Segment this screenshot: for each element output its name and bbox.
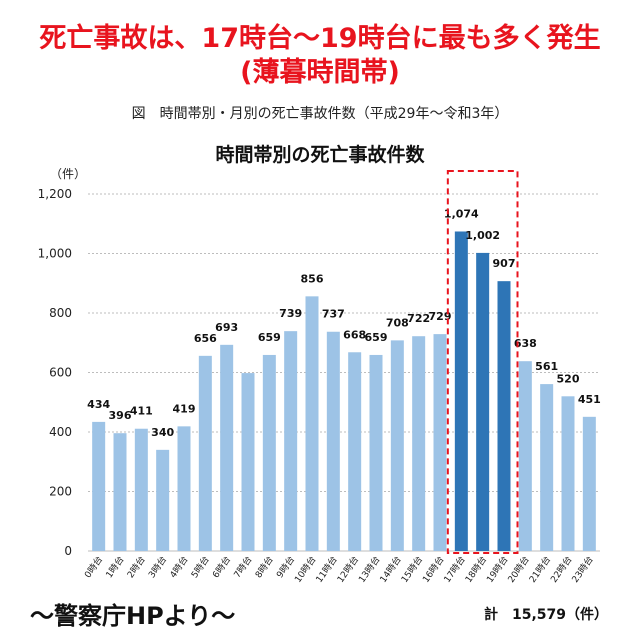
x-tick-label-4: 4時台	[167, 554, 190, 580]
y-tick-label: 200	[49, 485, 72, 499]
value-label-21: 561	[535, 360, 558, 373]
bar-9	[284, 331, 298, 551]
headline-sub: (薄暮時間帯)	[240, 57, 400, 88]
value-label-16: 729	[429, 310, 452, 323]
bar-chart: 時間帯別の死亡事故件数 （件） 02004006008001,0001,200 …	[38, 143, 601, 585]
value-label-6: 693	[215, 321, 238, 334]
bar-17	[454, 231, 468, 552]
figure-caption: 図 時間帯別・月別の死亡事故件数（平成29年～令和3年）	[131, 106, 509, 122]
value-label-18: 1,002	[465, 229, 500, 242]
x-tick-label-7: 7時台	[231, 554, 254, 580]
bar-1	[113, 433, 127, 551]
bar-18	[476, 252, 490, 551]
bar-14	[390, 340, 404, 551]
bar-6	[220, 344, 234, 551]
bar-11	[326, 331, 340, 551]
bar-7	[241, 373, 255, 551]
value-label-10: 856	[301, 272, 324, 285]
bar-4	[177, 426, 191, 551]
x-tick-label-0: 0時台	[82, 554, 105, 580]
highlight-box	[446, 170, 519, 554]
x-tick-label-20: 20時台	[505, 554, 532, 585]
value-label-19: 907	[493, 257, 516, 270]
x-tick-label-11: 11時台	[313, 554, 340, 585]
x-tick-label-18: 18時台	[462, 554, 489, 585]
bar-2	[134, 428, 148, 551]
y-tick-label: 400	[49, 425, 72, 439]
bar-0	[92, 421, 106, 551]
chart-title: 時間帯別の死亡事故件数	[215, 143, 425, 166]
x-axis-labels: 0時台 1時台 2時台 3時台 4時台 5時台 6時台 7時台 8時台 9時台10時台11時台12…	[82, 554, 596, 585]
x-tick-label-14: 14時台	[377, 554, 404, 585]
y-tick-label: 1,000	[38, 247, 72, 261]
value-label-13: 659	[365, 331, 388, 344]
value-label-4: 419	[173, 402, 196, 415]
x-tick-label-8: 8時台	[252, 554, 275, 580]
value-label-9: 739	[279, 307, 302, 320]
value-labels: 4343964113404196566936597398567376686597…	[87, 207, 601, 438]
value-label-12: 668	[343, 328, 366, 341]
bar-5	[198, 355, 212, 551]
value-label-15: 722	[407, 312, 430, 325]
x-tick-label-19: 19時台	[484, 554, 511, 585]
value-label-23: 451	[578, 393, 601, 406]
value-label-1: 396	[109, 409, 132, 422]
y-axis-ticks: 0 200 400 600 800 1,000 1,200	[38, 187, 72, 558]
bar-23	[582, 416, 596, 551]
value-label-22: 520	[557, 372, 580, 385]
x-tick-label-12: 12時台	[334, 554, 361, 585]
bar-19	[497, 281, 511, 551]
x-tick-label-13: 13時台	[356, 554, 383, 585]
y-axis-unit-label: （件）	[50, 167, 86, 181]
bar-20	[518, 361, 532, 551]
value-label-8: 659	[258, 331, 281, 344]
value-label-20: 638	[514, 337, 537, 350]
bars	[92, 231, 596, 552]
value-label-3: 340	[151, 426, 174, 439]
bar-21	[540, 384, 554, 551]
value-label-14: 708	[386, 316, 409, 329]
x-tick-label-21: 21時台	[526, 554, 553, 585]
y-tick-label: 1,200	[38, 187, 72, 201]
x-tick-label-9: 9時台	[274, 554, 297, 580]
x-tick-label-1: 1時台	[103, 554, 126, 580]
gridlines	[88, 193, 600, 552]
x-tick-label-10: 10時台	[292, 554, 319, 585]
x-tick-label-16: 16時台	[420, 554, 447, 585]
headline-main: 死亡事故は、17時台～19時台に最も多く発生	[39, 23, 601, 54]
source-note: ～警察庁HPより～	[30, 602, 236, 630]
bar-15	[412, 336, 426, 551]
bar-10	[305, 296, 319, 551]
x-tick-label-5: 5時台	[188, 554, 211, 580]
value-label-2: 411	[130, 405, 153, 418]
total-count: 計 15,579（件）	[484, 607, 609, 623]
x-tick-label-15: 15時台	[398, 554, 425, 585]
bar-3	[156, 449, 170, 551]
y-tick-label: 0	[64, 544, 72, 558]
value-label-11: 737	[322, 308, 345, 321]
bar-22	[561, 396, 575, 551]
x-tick-label-3: 3時台	[146, 554, 169, 580]
bar-13	[369, 354, 383, 551]
y-tick-label: 800	[49, 306, 72, 320]
y-tick-label: 600	[49, 366, 72, 380]
x-tick-label-6: 6時台	[210, 554, 233, 580]
bar-16	[433, 334, 447, 551]
x-tick-label-2: 2時台	[124, 554, 147, 580]
value-label-0: 434	[87, 398, 110, 411]
value-label-17: 1,074	[444, 207, 479, 220]
x-tick-label-17: 17時台	[441, 554, 468, 585]
bar-8	[262, 354, 276, 551]
x-tick-label-23: 23時台	[569, 554, 596, 585]
x-tick-label-22: 22時台	[548, 554, 575, 585]
value-label-5: 656	[194, 332, 217, 345]
bar-12	[348, 352, 362, 551]
